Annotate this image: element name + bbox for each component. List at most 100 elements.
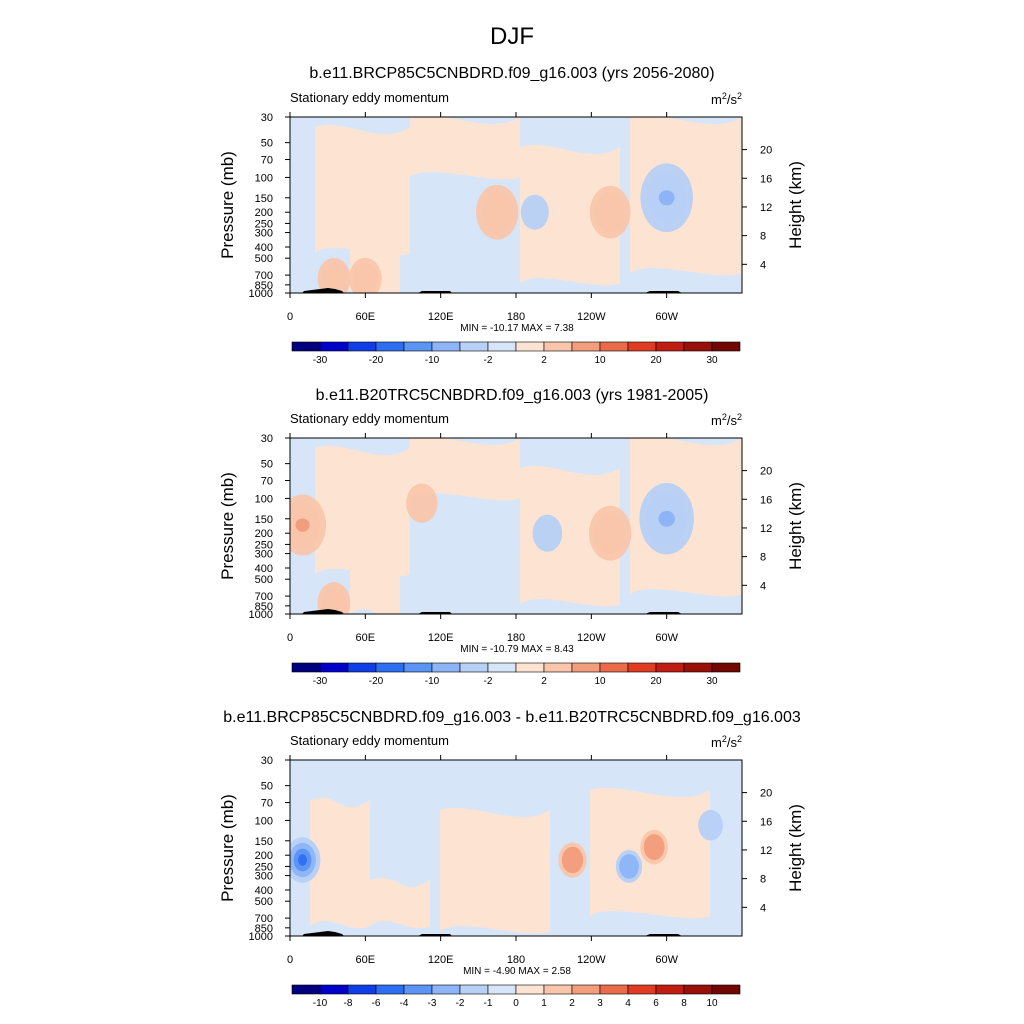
y-tick-label: 30 <box>261 112 273 124</box>
colorbar-swatch <box>431 662 461 673</box>
colorbar-label: -2 <box>484 676 493 687</box>
feature-core <box>295 518 310 532</box>
colorbar-swatch <box>515 341 545 352</box>
units-label: m2/s2 <box>711 412 742 428</box>
y-tick-label: 850 <box>255 601 273 613</box>
feature-blob <box>321 587 347 614</box>
y-tick-label: 850 <box>255 923 273 935</box>
x-tick-label: 120E <box>428 954 454 966</box>
y2-tick-label: 8 <box>760 552 766 564</box>
min-max-stats: MIN = -4.90 MAX = 2.58 <box>463 966 571 977</box>
y2-tick-label: 8 <box>760 231 766 243</box>
colorbar-swatch <box>375 341 405 352</box>
field-band <box>410 117 520 180</box>
colorbar-label: -20 <box>369 676 384 687</box>
colorbar-swatch <box>711 662 741 673</box>
units-part: /s <box>727 413 738 428</box>
y-tick-label: 400 <box>255 563 273 575</box>
colorbar-swatch <box>403 341 433 352</box>
y-tick-label: 1000 <box>249 931 273 943</box>
y-tick-label: 1000 <box>249 288 273 300</box>
y-tick-label: 500 <box>255 896 273 908</box>
y-axis-label: Pressure (mb) <box>218 794 237 902</box>
colorbar-swatch <box>571 984 601 995</box>
y-tick-label: 50 <box>261 781 273 793</box>
y2-tick-label: 16 <box>760 816 772 828</box>
colorbar-swatch <box>487 662 517 673</box>
y-tick-label: 400 <box>255 242 273 254</box>
feature-core <box>658 190 675 206</box>
colorbar: -30 -20 -10 -2 2 10 20 30 <box>291 341 741 366</box>
units-part: 2 <box>722 91 727 101</box>
colorbar-swatch <box>683 662 713 673</box>
colorbar-swatch <box>375 984 405 995</box>
colorbar-swatch <box>515 662 545 673</box>
colorbar-label: 0 <box>513 998 519 1009</box>
y-tick-label: 30 <box>261 755 273 767</box>
y-tick-label: 50 <box>261 459 273 471</box>
y-tick-label: 500 <box>255 253 273 265</box>
colorbar-label: -10 <box>313 998 328 1009</box>
x-tick-label: 0 <box>287 311 293 323</box>
colorbar-swatch <box>627 662 657 673</box>
min-max-stats: MIN = -10.17 MAX = 7.38 <box>460 323 574 334</box>
colorbar-swatch <box>515 984 545 995</box>
panels: b.e11.BRCP85C5CNBDRD.f09_g16.003 (yrs 20… <box>218 65 805 1009</box>
field-band <box>410 438 520 501</box>
y2-axis-label: Height (km) <box>786 482 805 570</box>
x-tick-label: 120W <box>577 954 606 966</box>
colorbar-swatch <box>683 984 713 995</box>
y2-tick-label: 4 <box>760 580 766 592</box>
min-max-stats: MIN = -10.79 MAX = 8.43 <box>460 644 574 655</box>
colorbar-label: 10 <box>594 676 606 687</box>
colorbar-swatch <box>683 341 713 352</box>
colorbar-swatch <box>459 984 489 995</box>
feature-blob <box>486 198 508 226</box>
x-tick-label: 60W <box>655 954 678 966</box>
y-tick-label: 70 <box>261 798 273 810</box>
colorbar-swatch <box>347 341 377 352</box>
y-tick-label: 70 <box>261 476 273 488</box>
x-tick-label: 120E <box>428 311 454 323</box>
units-part: /s <box>727 92 738 107</box>
feature-blob <box>406 483 438 523</box>
colorbar-swatch <box>571 341 601 352</box>
panel-title: b.e11.BRCP85C5CNBDRD.f09_g16.003 (yrs 20… <box>309 65 714 82</box>
y-tick-label: 700 <box>255 270 273 282</box>
colorbar-swatch <box>543 662 573 673</box>
units-part: m <box>711 413 722 428</box>
colorbar-label: -8 <box>344 998 353 1009</box>
colorbar-label: 10 <box>706 998 718 1009</box>
units-part: 2 <box>737 412 742 422</box>
units-label: m2/s2 <box>711 734 742 750</box>
colorbar-label: -6 <box>372 998 381 1009</box>
y-tick-label: 300 <box>255 549 273 561</box>
contour-field <box>290 438 742 614</box>
colorbar-label: 2 <box>541 355 547 366</box>
topography-africa <box>302 931 344 936</box>
colorbar-label: -10 <box>425 355 440 366</box>
field-band <box>315 124 410 256</box>
colorbar-label: 3 <box>597 998 603 1009</box>
panel-subtitle: Stationary eddy momentum <box>290 90 449 105</box>
y-tick-label: 1000 <box>249 609 273 621</box>
colorbar-label: -20 <box>369 355 384 366</box>
x-tick-label: 180 <box>507 632 525 644</box>
colorbar-swatch <box>627 984 657 995</box>
contour-field <box>290 760 742 936</box>
chart-panel-2: b.e11.B20TRC5CNBDRD.f09_g16.003 (yrs 198… <box>218 387 805 687</box>
y-tick-label: 150 <box>255 193 273 205</box>
feature-core <box>658 510 675 527</box>
units-part: 2 <box>722 734 727 744</box>
feature-blob <box>298 854 308 866</box>
y2-tick-label: 4 <box>760 902 766 914</box>
panel-subtitle: Stationary eddy momentum <box>290 733 449 748</box>
x-tick-label: 60E <box>356 632 376 644</box>
colorbar-swatch <box>655 341 685 352</box>
y-tick-label: 250 <box>255 539 273 551</box>
units-part: 2 <box>737 91 742 101</box>
feature-blob <box>561 846 584 874</box>
colorbar-label: 30 <box>706 355 718 366</box>
colorbar-label: 2 <box>569 998 575 1009</box>
